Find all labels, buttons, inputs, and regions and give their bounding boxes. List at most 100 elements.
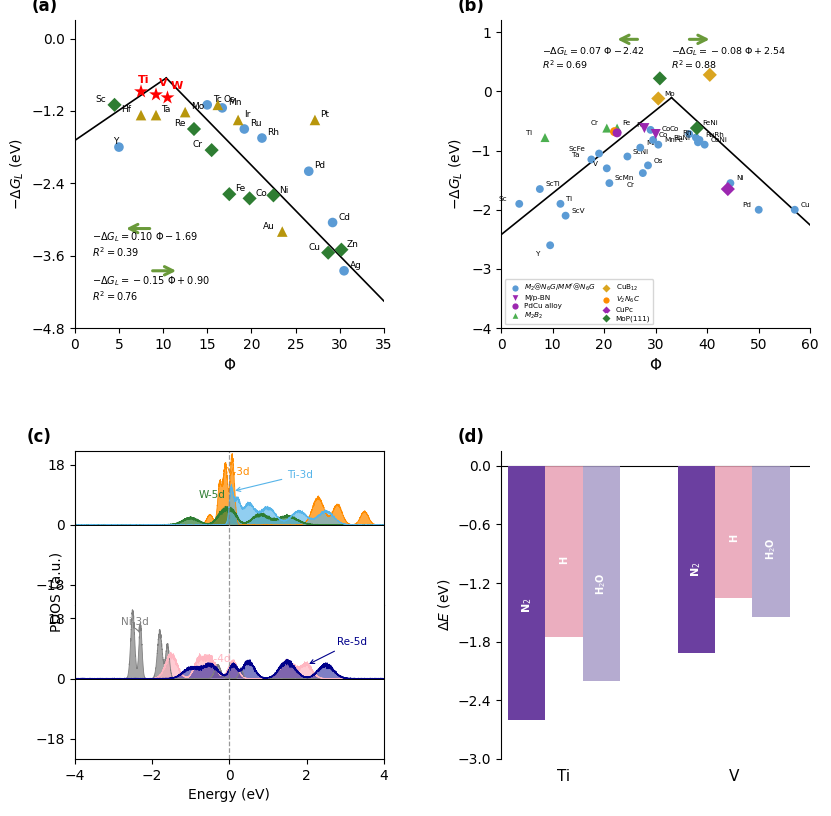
- Text: Pd: Pd: [314, 162, 326, 171]
- Point: [600, 122, 613, 135]
- Text: Ag: Ag: [350, 261, 361, 270]
- Text: Ir: Ir: [243, 110, 250, 119]
- Point: [243, 192, 256, 205]
- Text: V: V: [159, 78, 167, 88]
- Text: Os: Os: [224, 95, 235, 104]
- Bar: [508, 466, 545, 720]
- Text: Ti: Ti: [525, 130, 532, 135]
- Text: Ti: Ti: [138, 75, 150, 85]
- Point: [698, 138, 711, 151]
- Text: (a): (a): [32, 0, 57, 16]
- Point: [179, 105, 192, 118]
- Text: Mn: Mn: [228, 98, 241, 107]
- Point: [693, 133, 706, 146]
- Text: Mo: Mo: [190, 102, 204, 111]
- Point: [232, 113, 245, 126]
- Text: Re: Re: [175, 119, 186, 128]
- Point: [322, 246, 335, 259]
- Point: [607, 125, 621, 138]
- Point: [559, 209, 573, 222]
- Text: $R^2 = 0.76$: $R^2 = 0.76$: [92, 289, 139, 303]
- Point: [652, 138, 665, 151]
- Point: [150, 88, 163, 101]
- Point: [691, 122, 704, 135]
- Point: [621, 150, 634, 163]
- Point: [703, 69, 716, 82]
- Text: ScFe: ScFe: [568, 146, 585, 152]
- Point: [647, 133, 660, 146]
- Point: [335, 243, 348, 256]
- Bar: [545, 466, 583, 636]
- Point: [602, 176, 616, 189]
- Point: [600, 162, 613, 175]
- Point: [135, 85, 148, 98]
- Text: $-\Delta G_L = -0.15\ \Phi + 0.90$: $-\Delta G_L = -0.15\ \Phi + 0.90$: [92, 275, 210, 289]
- Point: [689, 131, 702, 144]
- Text: Cu: Cu: [800, 202, 810, 208]
- Text: PDOS (a.u.): PDOS (a.u.): [50, 552, 63, 632]
- Text: (d): (d): [458, 428, 484, 446]
- Point: [611, 122, 624, 135]
- Text: Sc: Sc: [95, 95, 106, 104]
- Point: [788, 203, 801, 216]
- Point: [653, 72, 666, 85]
- Text: V-3d: V-3d: [228, 467, 251, 477]
- Point: [223, 188, 236, 201]
- Point: [337, 264, 351, 277]
- Text: $-\Delta G_L = 0.10\ \Phi - 1.69$: $-\Delta G_L = 0.10\ \Phi - 1.69$: [92, 231, 199, 245]
- Text: Ta: Ta: [161, 105, 171, 114]
- Text: $R^2 = 0.88$: $R^2 = 0.88$: [671, 59, 717, 71]
- Text: Co: Co: [659, 132, 668, 138]
- Text: Y: Y: [536, 251, 541, 257]
- Point: [585, 153, 598, 166]
- Text: (b): (b): [458, 0, 484, 16]
- Text: $-\Delta G_L = 0.07\ \Phi - 2.42$: $-\Delta G_L = 0.07\ \Phi - 2.42$: [543, 46, 646, 58]
- Text: ScV: ScV: [571, 208, 585, 214]
- Text: Zn: Zn: [347, 240, 359, 249]
- Point: [691, 135, 705, 149]
- Text: N$_2$: N$_2$: [690, 561, 703, 577]
- Text: Mo: Mo: [664, 91, 675, 97]
- Text: Au: Au: [263, 222, 275, 231]
- Point: [215, 101, 229, 114]
- Text: Pd: Pd: [742, 202, 751, 208]
- Text: W-5d: W-5d: [199, 490, 225, 500]
- Text: Rh: Rh: [682, 130, 691, 135]
- Text: Fe: Fe: [235, 184, 245, 193]
- Text: Ni: Ni: [279, 185, 288, 194]
- X-axis label: Energy (eV): Energy (eV): [189, 788, 270, 802]
- Text: $R^2 = 0.39$: $R^2 = 0.39$: [92, 245, 140, 259]
- Y-axis label: $-\Delta G_L\ \mathrm{(eV)}$: $-\Delta G_L\ \mathrm{(eV)}$: [8, 139, 26, 211]
- Point: [112, 140, 125, 153]
- Text: RuRh: RuRh: [705, 132, 724, 138]
- Text: Fe: Fe: [622, 120, 631, 126]
- Text: Ni: Ni: [736, 175, 744, 181]
- Text: Cu: Cu: [309, 243, 321, 252]
- Point: [108, 99, 121, 112]
- X-axis label: $\Phi$: $\Phi$: [649, 357, 662, 374]
- Text: Ru: Ru: [250, 119, 262, 128]
- Text: W: W: [170, 82, 183, 91]
- Text: Cd: Cd: [338, 213, 350, 222]
- Point: [682, 127, 696, 140]
- Point: [611, 126, 624, 140]
- Text: H$_2$O: H$_2$O: [765, 538, 778, 561]
- Point: [200, 99, 214, 112]
- Text: Ti: Ti: [566, 196, 572, 202]
- Point: [721, 183, 735, 196]
- Point: [644, 123, 657, 136]
- Text: ScMn: ScMn: [615, 175, 634, 181]
- Text: Ta: Ta: [572, 152, 579, 157]
- Text: Hf: Hf: [121, 105, 131, 114]
- Point: [534, 183, 547, 196]
- Legend: $M_2@N_6G/MM^\prime@N_6G$, M/p-BN, PdCu alloy, $M_2B_2$, CuB$_{12}$, $V_2N_6C$, : $M_2@N_6G/MM^\prime@N_6G$, M/p-BN, PdCu …: [504, 279, 653, 325]
- Text: Sc: Sc: [499, 196, 507, 202]
- Text: Cr: Cr: [192, 140, 202, 149]
- Point: [161, 91, 175, 104]
- Text: ScNi: ScNi: [633, 149, 649, 155]
- Point: [135, 109, 148, 122]
- Text: Mo-4d: Mo-4d: [199, 654, 231, 664]
- Point: [513, 197, 526, 211]
- Text: Fe: Fe: [637, 122, 645, 128]
- Text: FeNi: FeNi: [702, 120, 718, 126]
